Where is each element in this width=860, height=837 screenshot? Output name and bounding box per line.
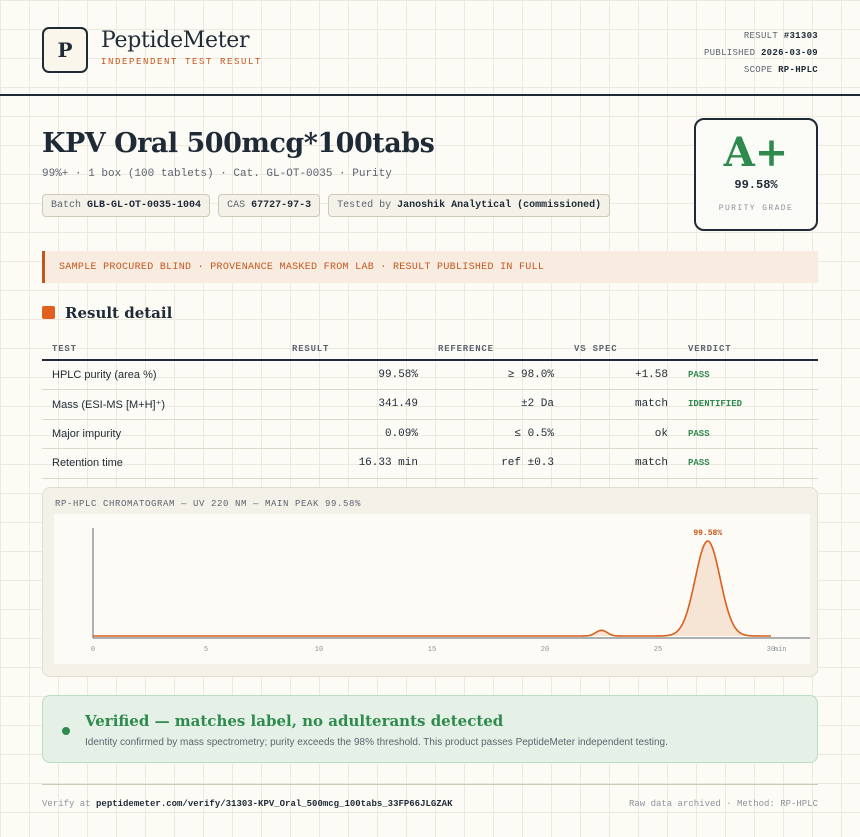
cell-test: Major impurity [42,419,282,449]
batch-chip-value: GLB-GL-OT-0035-1004 [87,200,202,211]
cell-result: 16.33 min [282,448,428,479]
verify-link[interactable]: peptidemeter.com/verify/31303-KPV_Oral_5… [96,799,453,809]
tested-by-chip: Tested by Janoshik Analytical (commissio… [328,194,611,217]
cell-reference: ≥ 98.0% [428,360,564,390]
result-id-row: RESULT #31303 [704,28,818,45]
x-tick-label: 10 [315,646,323,654]
chart-plot-background [54,514,810,664]
product-chips: Batch GLB-GL-OT-0035-1004 CAS 67727-97-3… [42,194,611,217]
cas-chip-value: 67727-97-3 [251,200,312,211]
table-row: Mass (ESI-MS [M+H]⁺) 341.49 ±2 Da match … [42,389,818,420]
col-vs-spec: VS SPEC [564,338,678,361]
x-tick-label: 0 [91,646,95,654]
cell-vs-spec: ok [564,419,678,449]
col-test: TEST [42,338,282,361]
verified-description: Identity confirmed by mass spectrometry;… [85,737,668,748]
cas-chip: CAS 67727-97-3 [218,194,321,217]
cell-result: 341.49 [282,389,428,420]
grade-label: PURITY GRADE [718,204,794,213]
x-tick-label: 5 [204,646,208,654]
cell-reference: ref ±0.3 [428,448,564,479]
cell-result: 0.09% [282,419,428,449]
table-header-row: TEST RESULT REFERENCE VS SPEC VERDICT [42,338,818,361]
batch-chip: Batch GLB-GL-OT-0035-1004 [42,194,211,217]
col-verdict: VERDICT [678,338,818,361]
grade-letter: A+ [723,129,789,176]
cell-vs-spec: +1.58 [564,360,678,390]
scope-value: RP-HPLC [778,65,818,75]
x-tick-label: 20 [541,646,549,654]
published-value: 2026-03-09 [760,48,818,58]
grade-card: A+ 99.58% PURITY GRADE [694,118,818,231]
col-reference: REFERENCE [428,338,564,361]
cell-verdict: PASS [678,419,818,449]
tested-by-chip-value: Janoshik Analytical (commissioned) [397,200,602,211]
chromatogram-fill [93,541,771,636]
scope-label: SCOPE [743,65,773,75]
section-marker-icon [42,306,55,319]
result-meta: RESULT #31303 PUBLISHED 2026-03-09 SCOPE… [704,28,818,79]
x-tick-label: 25 [654,646,662,654]
cell-result: 99.58% [282,360,428,390]
result-id-value: #31303 [783,31,818,41]
scope-row: SCOPE RP-HPLC [704,62,818,79]
cell-vs-spec: match [564,389,678,420]
cell-verdict: IDENTIFIED [678,389,818,420]
cell-reference: ≤ 0.5% [428,419,564,449]
cell-verdict: PASS [678,448,818,479]
brand-block: PeptideMeter INDEPENDENT TEST RESULT [101,28,262,67]
verified-dot-icon [62,727,70,735]
section-title: Result detail [65,304,173,322]
results-table: TEST RESULT REFERENCE VS SPEC VERDICT HP… [42,338,818,479]
product-title: KPV Oral 500mcg*100tabs [42,128,435,159]
product-subtitle: 99%+ · 1 box (100 tablets) · Cat. GL-OT-… [42,168,392,180]
table-row: Retention time 16.33 min ref ±0.3 match … [42,448,818,479]
brand-tagline: INDEPENDENT TEST RESULT [101,57,263,67]
cell-test: Mass (ESI-MS [M+H]⁺) [42,389,282,420]
table-row: HPLC purity (area %) 99.58% ≥ 98.0% +1.5… [42,360,818,390]
brand-name: PeptideMeter [101,28,250,53]
chromatogram-trace [93,540,771,637]
cell-test: HPLC purity (area %) [42,360,282,390]
result-id-label: RESULT [743,31,779,41]
grade-purity: 99.58% [734,178,778,192]
main-peak-label: 99.58% [693,529,722,538]
footer-archive-note: Raw data archived · Method: RP-HPLC [628,799,818,809]
footer-verify-label: Verify at [42,799,91,809]
x-tick-label: 30 [767,646,775,654]
header-divider [0,94,860,96]
x-tick-label: 15 [428,646,436,654]
batch-chip-label: Batch [51,200,82,211]
verified-title: Verified — matches label, no adulterants… [85,712,504,730]
provenance-banner: SAMPLE PROCURED BLIND · PROVENANCE MASKE… [42,251,818,283]
col-result: RESULT [282,338,428,361]
cell-vs-spec: match [564,448,678,479]
footer-divider [42,784,818,785]
table-row: Major impurity 0.09% ≤ 0.5% ok PASS [42,419,818,449]
footer-verify: Verify at peptidemeter.com/verify/31303-… [42,799,452,809]
cell-verdict: PASS [678,360,818,390]
chart-title: RP-HPLC CHROMATOGRAM — UV 220 NM — MAIN … [55,499,362,509]
published-row: PUBLISHED 2026-03-09 [704,45,818,62]
brand-logo: P [42,27,88,73]
cell-reference: ±2 Da [428,389,564,420]
cell-test: Retention time [42,448,282,479]
tested-by-chip-label: Tested by [337,200,392,211]
cas-chip-label: CAS [227,200,246,211]
verified-panel: Verified — matches label, no adulterants… [42,695,818,763]
x-unit-label: min [774,646,787,654]
chromatogram-card: RP-HPLC CHROMATOGRAM — UV 220 NM — MAIN … [42,487,818,677]
published-label: PUBLISHED [703,48,756,58]
